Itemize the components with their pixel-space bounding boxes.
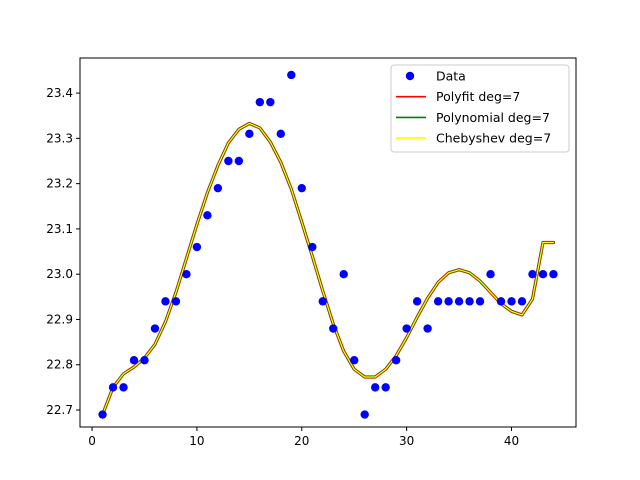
data-point (150, 324, 160, 333)
data-point (486, 269, 495, 279)
data-point (234, 156, 244, 166)
data-point (308, 242, 317, 252)
data-point (412, 297, 422, 306)
axes-frame (79, 57, 577, 428)
data-point (182, 269, 191, 279)
data-point (119, 383, 128, 392)
data-point (108, 383, 118, 392)
y-tick-label: 23.4 (46, 86, 73, 100)
data-point (140, 356, 149, 365)
data-point (245, 129, 254, 139)
data-point (517, 297, 527, 306)
legend: Data Polyfit deg=7 Polynomial deg=7 Chebysh… (390, 64, 570, 153)
data-point (507, 297, 516, 306)
data-point (433, 297, 443, 306)
y-tick-label: 23.1 (46, 222, 73, 236)
data-point (192, 242, 202, 252)
y-tick-label: 23.3 (46, 131, 73, 145)
data-point (329, 324, 338, 333)
data-point (381, 383, 390, 392)
data-point (402, 324, 411, 333)
data-point (465, 297, 474, 306)
data-point (129, 356, 139, 365)
data-point (528, 269, 537, 279)
data-point (391, 356, 401, 365)
series-layer (98, 70, 558, 419)
legend-marker (405, 71, 415, 81)
legend-label: Data (436, 69, 466, 84)
data-point (224, 156, 233, 166)
x-tick-label: 40 (504, 434, 519, 448)
y-tick-label: 22.9 (46, 312, 73, 326)
data-point (287, 70, 296, 80)
data-point (423, 324, 432, 333)
y-axis-ticks: 22.7 22.8 22.9 23.0 23.1 23.2 23.3 23.4 (46, 86, 80, 417)
x-tick-label: 10 (189, 434, 204, 448)
y-tick-label: 23.2 (46, 177, 73, 191)
x-tick-label: 0 (88, 434, 96, 448)
series-line-3 (101, 122, 555, 416)
y-tick-label: 23.0 (46, 267, 73, 281)
x-axis-ticks: 0 10 20 30 40 (88, 427, 519, 448)
data-point (318, 297, 327, 306)
data-point (360, 410, 369, 419)
data-point (350, 356, 359, 365)
y-tick-label: 22.7 (46, 403, 73, 417)
data-point (370, 383, 380, 392)
legend-label: Chebyshev deg=7 (436, 131, 551, 146)
x-tick-label: 20 (294, 434, 309, 448)
y-tick-label: 22.8 (46, 358, 73, 372)
data-point (475, 297, 485, 306)
legend-box (390, 64, 570, 153)
data-point (444, 297, 453, 306)
data-point (496, 297, 506, 306)
legend-label: Polyfit deg=7 (436, 89, 520, 104)
axes-layer (79, 57, 577, 428)
data-point (266, 97, 275, 107)
data-point (276, 129, 286, 139)
data-point (297, 183, 306, 193)
data-point (98, 410, 107, 419)
data-point (454, 297, 464, 306)
data-point (339, 269, 348, 279)
data-point (171, 297, 181, 306)
data-point (549, 269, 558, 279)
x-tick-label: 30 (399, 434, 414, 448)
data-point (161, 297, 170, 306)
data-point (538, 269, 548, 279)
legend-label: Polynomial deg=7 (436, 110, 550, 125)
data-point (213, 183, 223, 193)
data-point (203, 211, 212, 220)
data-point (255, 97, 265, 107)
